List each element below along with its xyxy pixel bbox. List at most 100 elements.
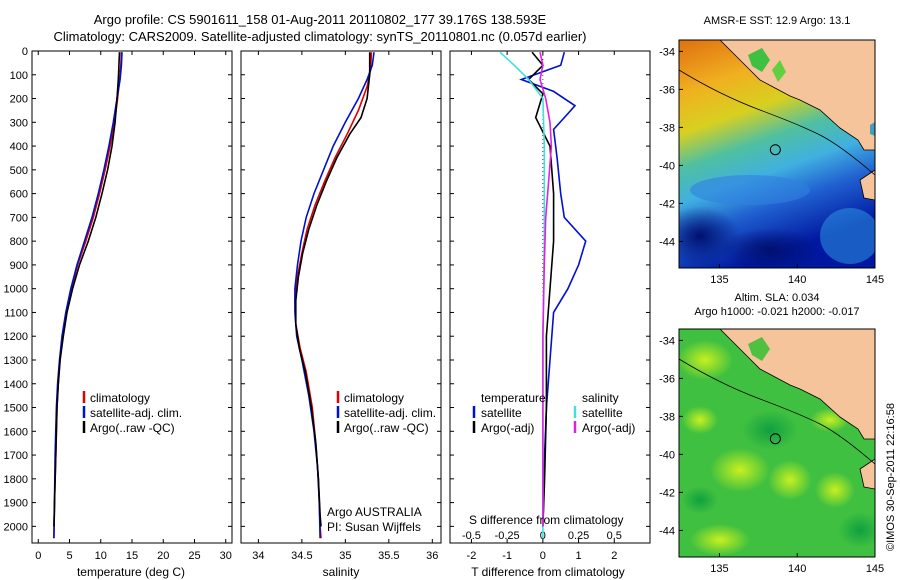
y-tick-label: 400 — [10, 141, 28, 153]
x-tick-label: 10 — [95, 550, 107, 562]
x-tick-label: 35 — [339, 550, 351, 562]
series-line-climatology — [294, 52, 373, 539]
x-tick-label: 36 — [426, 550, 438, 562]
map-y-tick-label: -38 — [659, 411, 675, 423]
float-owner-label: Argo AUSTRALIA — [327, 505, 422, 519]
plot-title-line1: Argo profile: CS 5901611_158 01-Aug-2011… — [93, 12, 547, 27]
s-tick-label: -0.5 — [462, 530, 481, 542]
argo-location-marker — [769, 433, 781, 445]
legend-label-climatology: climatology — [90, 391, 150, 405]
legend-head-salinity: salinity — [582, 391, 619, 405]
legend-label-t-satellite: satellite — [481, 406, 522, 420]
x-tick-label: 0 — [540, 550, 546, 562]
x-tick-label: 1 — [576, 550, 582, 562]
map-x-tick-label: 140 — [788, 563, 806, 575]
y-tick-label: 1600 — [4, 426, 28, 438]
y-tick-label: 800 — [10, 236, 28, 248]
temperature-xlabel: temperature (deg C) — [77, 565, 185, 579]
y-tick-label: 2000 — [4, 521, 28, 533]
legend-label-climatology: climatology — [344, 391, 404, 405]
legend-label-satellite: satellite-adj. clim. — [344, 406, 436, 420]
pi-label: PI: Susan Wijffels — [327, 520, 421, 534]
series-line-argo-raw-qc- — [294, 52, 371, 527]
legend-label-s-argo: Argo(-adj) — [582, 421, 635, 435]
x-tick-label: 2 — [611, 550, 617, 562]
temperature-plot: 0100200300400500600700800900100011001200… — [4, 46, 232, 562]
x-tick-label: 34.5 — [291, 550, 312, 562]
y-tick-label: 600 — [10, 189, 28, 201]
y-tick-label: 200 — [10, 94, 28, 106]
salinity-xlabel: salinity — [323, 565, 360, 579]
s-tick-label: 0.5 — [607, 530, 622, 542]
y-tick-label: 500 — [10, 165, 28, 177]
y-tick-label: 1900 — [4, 498, 28, 510]
map-y-tick-label: -36 — [659, 373, 675, 385]
sla-map-subtitle: Argo h1000: -0.021 h2000: -0.017 — [694, 306, 859, 318]
difference-xlabel: T difference from climatology — [471, 565, 625, 579]
x-tick-label: 34 — [252, 550, 264, 562]
series-line-temperature-satellite — [519, 51, 587, 527]
y-tick-label: 0 — [22, 46, 28, 58]
y-tick-label: 1400 — [4, 379, 28, 391]
s-difference-axis-label: S difference from climatology — [469, 513, 624, 527]
map-y-tick-label: -40 — [659, 160, 675, 172]
map-x-tick-label: 145 — [866, 274, 884, 286]
x-tick-label: 5 — [66, 550, 72, 562]
difference-legend: temperature salinity satellite Argo(-adj… — [469, 391, 635, 527]
map-y-tick-label: -42 — [659, 198, 675, 210]
y-tick-label: 1800 — [4, 474, 28, 486]
x-tick-label: -2 — [467, 550, 477, 562]
map-x-tick-label: 135 — [710, 274, 728, 286]
map-x-tick-label: 135 — [710, 563, 728, 575]
series-line-argo-raw-qc- — [53, 52, 121, 527]
y-tick-label: 1300 — [4, 355, 28, 367]
legend-label-s-satellite: satellite — [582, 406, 623, 420]
map-y-tick-label: -44 — [659, 525, 675, 537]
x-tick-label: 20 — [157, 550, 169, 562]
y-tick-label: 1700 — [4, 450, 28, 462]
series-line-satellite-adj-clim- — [294, 52, 375, 539]
series-line-salinity-satellite — [499, 51, 546, 539]
legend-label-t-argo: Argo(-adj) — [481, 421, 534, 435]
legend-label-satellite: satellite-adj. clim. — [90, 406, 182, 420]
y-tick-label: 300 — [10, 117, 28, 129]
map-y-tick-label: -40 — [659, 449, 675, 461]
y-tick-label: 700 — [10, 212, 28, 224]
difference-plot: -2 -1 0 1 2-0.5 -0.25 0 0.25 0.5 — [450, 50, 650, 562]
s-tick-label: 0.25 — [568, 530, 589, 542]
map-y-tick-label: -42 — [659, 487, 675, 499]
sst-map: AMSR-E SST: 12.9 Argo: 13.1 135 140 145 -34… — [659, 15, 884, 286]
map-y-tick-label: -34 — [659, 46, 675, 58]
map-y-tick-label: -36 — [659, 84, 675, 96]
x-tick-label: 0 — [35, 550, 41, 562]
salinity-plot: 34 34.5 35 35.5 36 — [241, 50, 441, 562]
sla-map: Altim. SLA: 0.034 Argo h1000: -0.021 h20… — [659, 292, 884, 575]
y-tick-label: 1200 — [4, 331, 28, 343]
sst-map-title: AMSR-E SST: 12.9 Argo: 13.1 — [704, 15, 851, 27]
series-line-climatology — [53, 52, 123, 539]
map-x-tick-label: 145 — [866, 563, 884, 575]
legend-label-argo: Argo(..raw -QC) — [344, 421, 429, 435]
sla-map-title: Altim. SLA: 0.034 — [735, 292, 820, 304]
y-tick-label: 1000 — [4, 284, 28, 296]
x-tick-label: -1 — [502, 550, 512, 562]
y-tick-label: 100 — [10, 70, 28, 82]
map-y-tick-label: -34 — [659, 335, 675, 347]
series-line-satellite-adj-clim- — [53, 52, 123, 539]
credit-stamp: ©IMOS 30-Sep-2011 22:16:58 — [885, 403, 897, 551]
salinity-axes — [240, 50, 442, 544]
x-tick-label: 25 — [188, 550, 200, 562]
map-x-tick-label: 140 — [788, 274, 806, 286]
temperature-axes — [31, 50, 233, 544]
x-tick-label: 30 — [220, 550, 232, 562]
plot-title-line2: Climatology: CARS2009. Satellite-adjuste… — [53, 29, 587, 44]
salinity-legend: climatology satellite-adj. clim. Argo(..… — [327, 391, 436, 534]
series-line-salinity-argo-adj- — [539, 52, 553, 527]
s-tick-label: -0.25 — [495, 530, 520, 542]
y-tick-label: 900 — [10, 260, 28, 272]
x-tick-label: 35.5 — [378, 550, 399, 562]
temperature-legend: climatology satellite-adj. clim. Argo(..… — [82, 391, 182, 435]
legend-head-temperature: temperature — [481, 391, 546, 405]
map-y-tick-label: -38 — [659, 122, 675, 134]
